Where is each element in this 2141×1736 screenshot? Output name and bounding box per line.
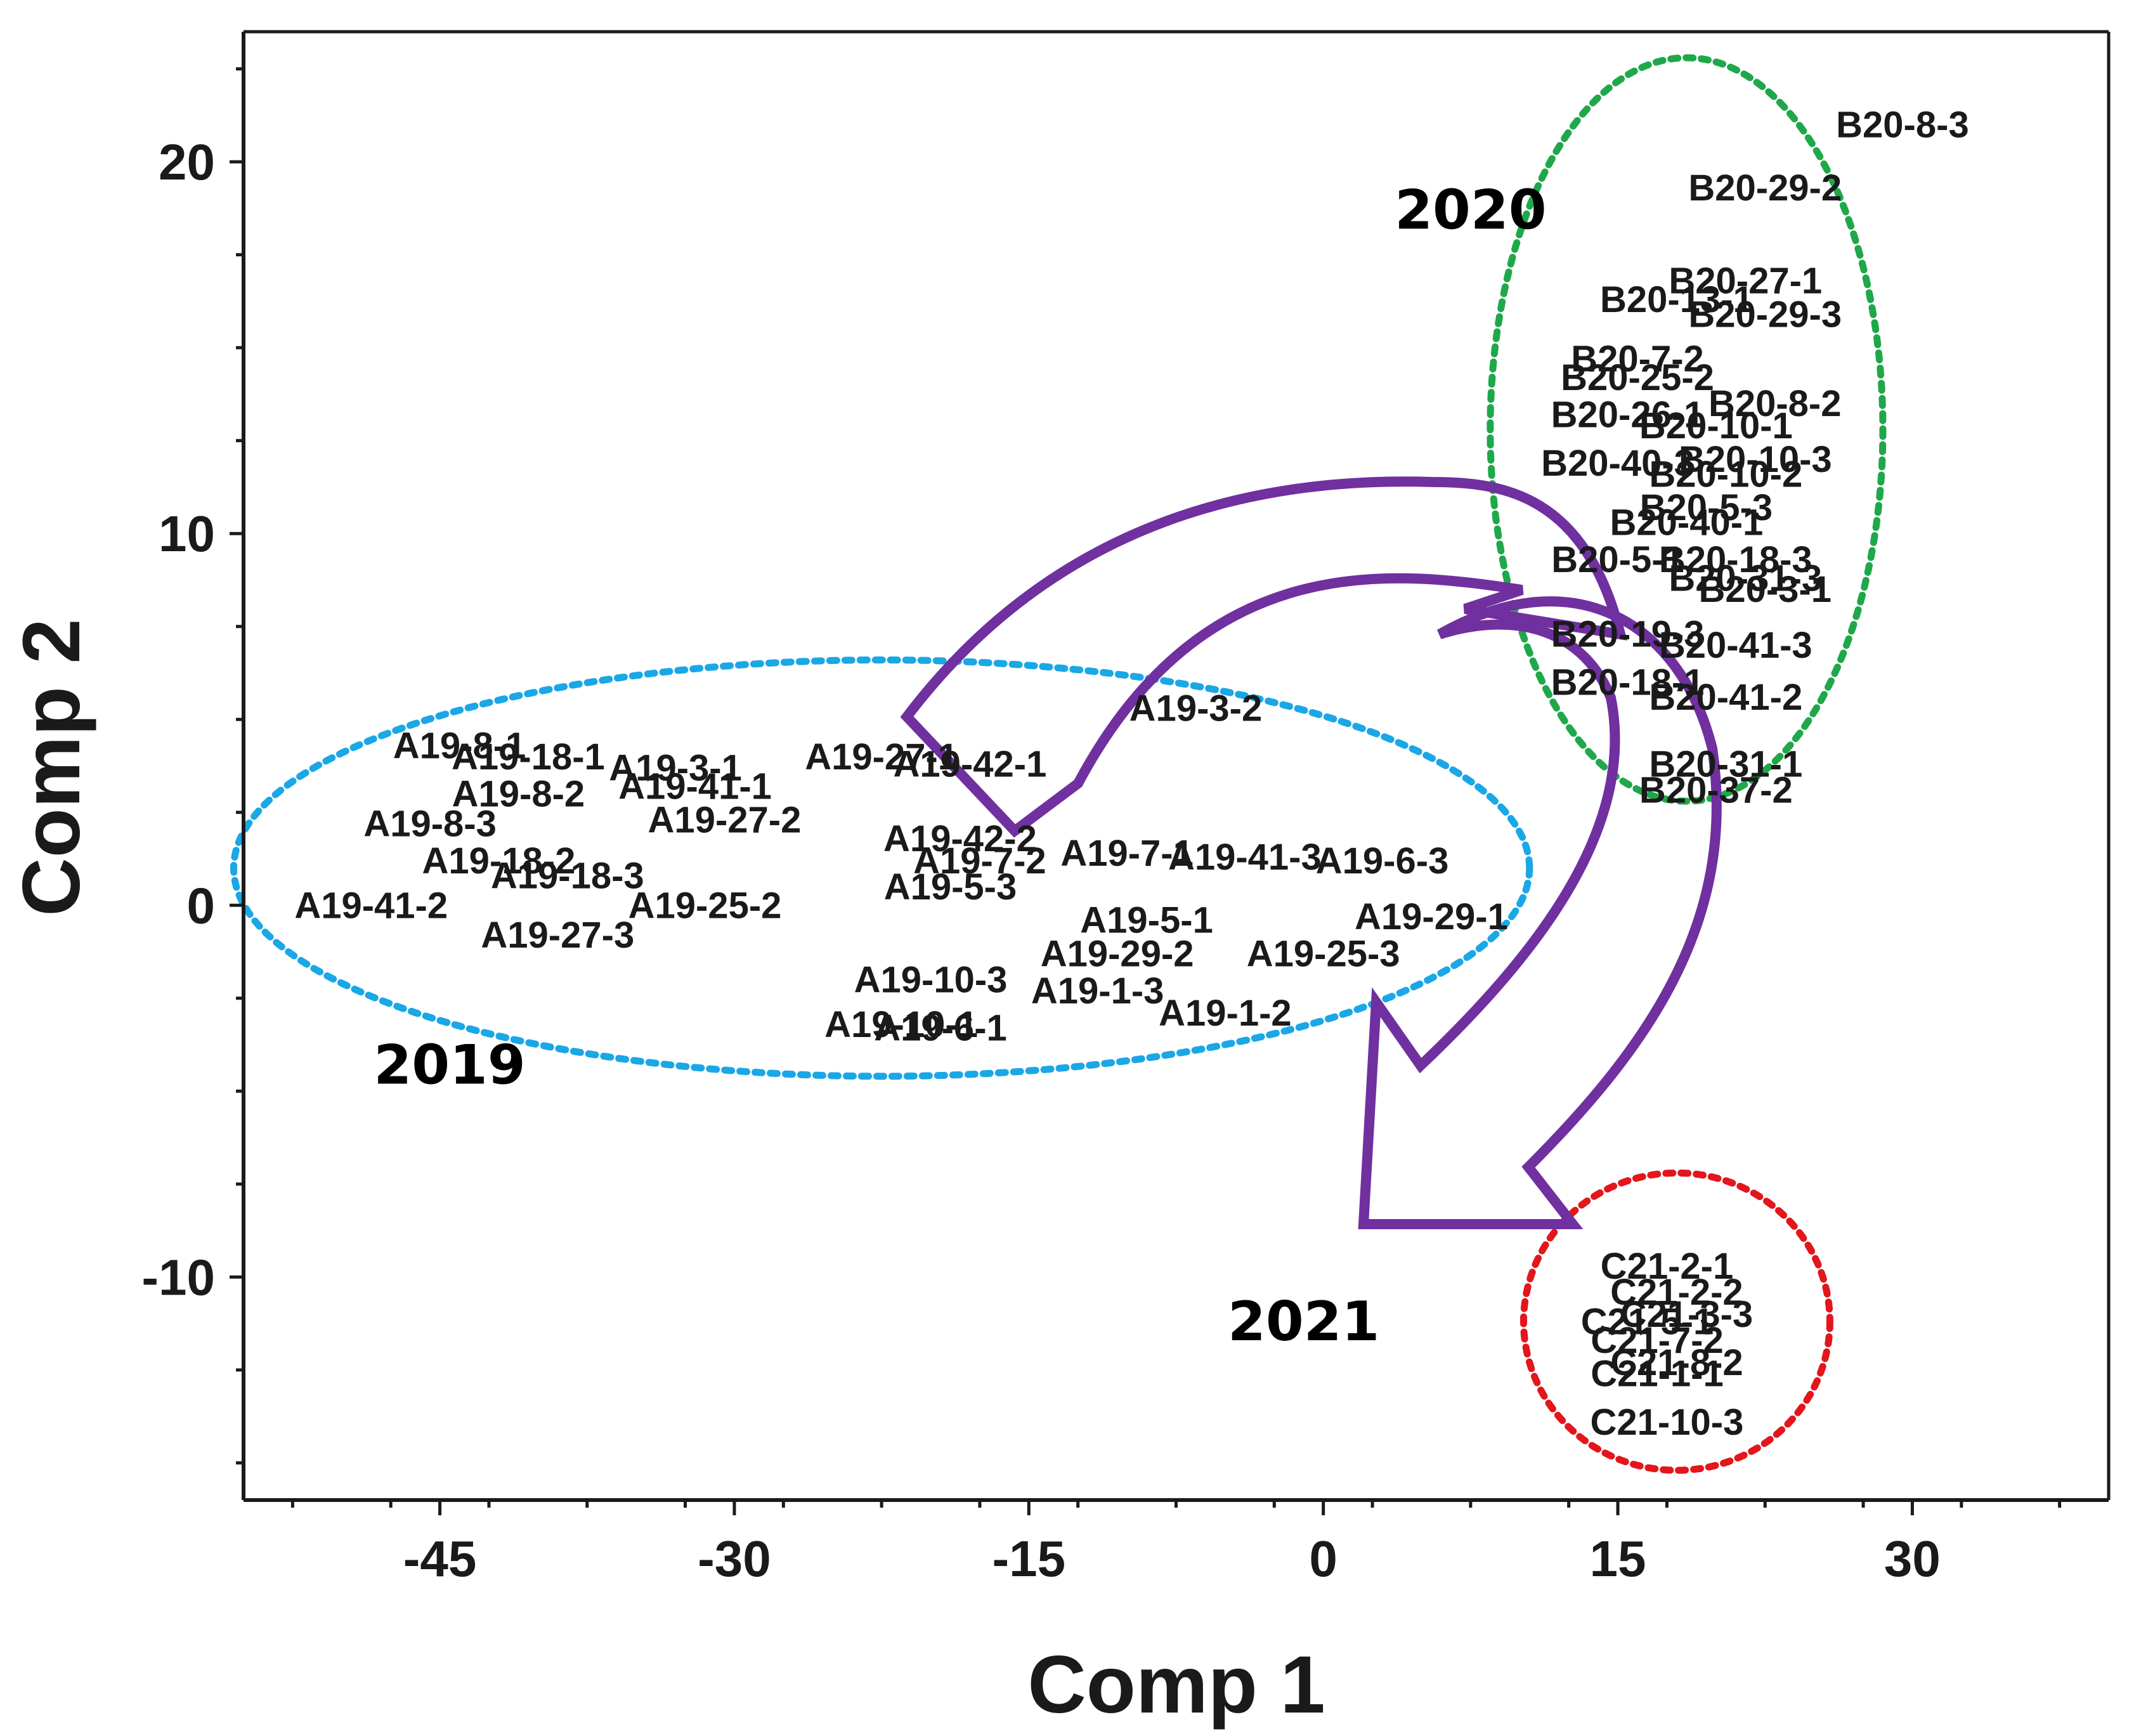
group-labels: 2019 2020 2021	[374, 179, 1546, 1354]
point-label: A19-41-1	[618, 766, 772, 807]
point-label: B20-41-2	[1649, 677, 1802, 718]
x-tick-label: -45	[403, 1530, 477, 1587]
arrow-2019-to-2020	[900, 476, 1627, 838]
point-label: C21-3-3	[1620, 1294, 1754, 1335]
point-label: A19-3-2	[1129, 688, 1263, 729]
point-label: B20-25-2	[1561, 357, 1714, 398]
point-label: C21-7-2	[1591, 1320, 1724, 1361]
point-label: B20-40-1	[1610, 502, 1763, 544]
plot-frame	[242, 30, 2111, 1502]
point-label: A19-29-1	[1355, 896, 1508, 937]
ellipse-2020	[1487, 54, 1887, 805]
x-tick-label: -15	[992, 1530, 1066, 1587]
point-label: A19-10-3	[854, 959, 1008, 1000]
group-label-2021: 2021	[1228, 1290, 1379, 1354]
point-label: B20-5-3	[1640, 487, 1773, 528]
y-tick-label: 10	[159, 506, 215, 562]
y-ticks: 20 10 0 -10	[141, 67, 244, 1465]
transition-arrows	[900, 476, 1722, 1229]
point-label: B20-26-1	[1551, 395, 1705, 436]
point-label: B20-10-3	[1679, 439, 1832, 480]
point-label: A19-18-3	[491, 855, 644, 896]
point-label: A19-27-1	[805, 736, 958, 778]
point-label: B20-8-2	[1708, 383, 1842, 424]
point-label: B20-29-3	[1688, 294, 1842, 335]
point-label: B20-13-1	[1600, 279, 1754, 320]
point-label: B20-10-2	[1649, 454, 1802, 495]
point-label: C21-2-1	[1601, 1246, 1734, 1287]
x-tick-label: 15	[1590, 1530, 1646, 1587]
point-label: A19-6-3	[1316, 840, 1449, 882]
point-label: A19-8-3	[363, 803, 497, 844]
point-label: B20-18-3	[1659, 539, 1812, 580]
group-ellipses	[230, 54, 1887, 1474]
ellipse-2019	[230, 656, 1533, 1080]
point-label: B20-10-1	[1639, 405, 1793, 447]
x-tick-label: 30	[1884, 1530, 1941, 1587]
point-label: B20-41-3	[1659, 625, 1812, 666]
point-label: A19-25-3	[1247, 933, 1400, 974]
group-label-2020: 2020	[1395, 179, 1546, 242]
point-label: C21-1-1	[1591, 1354, 1724, 1395]
point-label: A19-42-1	[894, 744, 1047, 785]
point-label: A19-7-2	[913, 840, 1046, 882]
point-label: B20-31-3	[1669, 558, 1822, 599]
y-axis-label: Comp 2	[6, 618, 97, 916]
point-label: A19-8-2	[452, 773, 585, 814]
point-label: A19-25-2	[628, 885, 782, 926]
point-label: B20-5-1	[1551, 539, 1684, 580]
point-label: B20-7-2	[1571, 339, 1704, 380]
point-labels: A19-8-1A19-18-1A19-8-2A19-3-1A19-41-1A19…	[294, 105, 1969, 1443]
point-label: A19-3-1	[609, 747, 742, 788]
point-label: A19-10-1	[824, 1004, 978, 1045]
point-label: B20-19-3	[1551, 613, 1705, 655]
x-tick-label: -30	[698, 1530, 771, 1587]
point-label: B20-29-2	[1688, 167, 1842, 209]
point-label: C21-2-2	[1610, 1272, 1743, 1313]
point-label: A19-8-1	[393, 725, 526, 766]
point-label: A19-41-2	[294, 885, 448, 926]
point-label: B20-31-1	[1649, 744, 1802, 785]
point-label: A19-18-2	[422, 840, 576, 882]
point-label: A19-1-3	[1031, 970, 1164, 1012]
point-label: C21-8-2	[1610, 1342, 1743, 1383]
point-label: A19-27-3	[481, 915, 634, 956]
point-label: A19-41-3	[1168, 837, 1322, 878]
point-label: A19-29-2	[1041, 933, 1194, 974]
point-label: C21-10-3	[1591, 1402, 1744, 1443]
point-label: A19-5-3	[884, 866, 1017, 908]
group-label-2019: 2019	[374, 1034, 525, 1097]
x-tick-label: 0	[1309, 1530, 1337, 1587]
point-label: A19-27-2	[648, 799, 802, 840]
point-label: C21-5-1	[1581, 1302, 1714, 1343]
point-label: A19-1-2	[1159, 993, 1292, 1034]
ellipse-2021	[1520, 1169, 1833, 1474]
point-label: A19-18-1	[452, 736, 605, 778]
point-label: B20-8-3	[1836, 105, 1969, 146]
point-label: B20-37-2	[1639, 770, 1793, 811]
point-label: B20-40-3	[1541, 443, 1695, 484]
y-tick-label: 20	[159, 134, 215, 190]
point-label: A19-6-1	[874, 1008, 1007, 1049]
point-label: A19-42-2	[883, 818, 1037, 859]
x-axis-label: Comp 1	[1027, 1640, 1325, 1730]
point-label: B20-3-1	[1698, 569, 1832, 610]
point-label: A19-5-1	[1080, 900, 1213, 941]
y-tick-label: -10	[141, 1249, 215, 1305]
point-label: B20-18-1	[1551, 662, 1705, 703]
arrow-2020-to-2021	[1358, 596, 1722, 1229]
point-label: B20-27-1	[1669, 261, 1822, 302]
y-tick-label: 0	[187, 877, 216, 934]
point-label: A19-7-1	[1060, 833, 1194, 874]
x-ticks: -45 -30 -15 0 15 30	[290, 1500, 2062, 1587]
